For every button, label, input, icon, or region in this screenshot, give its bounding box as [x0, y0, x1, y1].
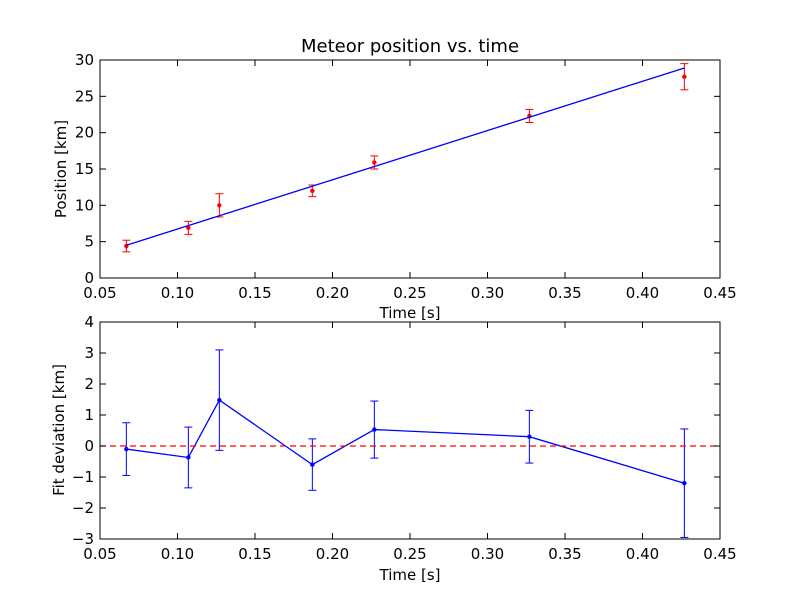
position-plot-x-label: Time [s]: [379, 304, 441, 322]
deviation-plot-y-tick-label: −3: [72, 530, 94, 548]
deviation-plot-y-label: Fit deviation [km]: [50, 364, 68, 496]
deviation-plot-frame: [99, 321, 721, 540]
position-plot-y-tick-label: 5: [84, 233, 94, 251]
chart-title: Meteor position vs. time: [301, 36, 519, 57]
deviation-plot-y-tick-label: 3: [84, 344, 94, 362]
deviation-plot-data-point: [186, 455, 191, 460]
deviation-plot-x-tick-label: 0.30: [471, 545, 504, 563]
deviation-plot-y-tick-label: −2: [72, 499, 94, 517]
position-plot-data-point: [217, 203, 222, 208]
deviation-plot: 0.05 0.10 0.15 0.20 0.25 0.30 0.35 0.40 0.45 −3 −2…: [50, 313, 737, 584]
position-plot-data-point: [682, 74, 687, 79]
position-plot-x-tick-label: 0.35: [548, 284, 581, 302]
deviation-plot-y-tick-label: 1: [84, 406, 94, 424]
deviation-plot-x-tick-label: 0.15: [238, 545, 271, 563]
position-plot-y-tick-label: 10: [75, 196, 94, 214]
position-plot-frame: [99, 59, 721, 279]
deviation-plot-y-tick-label: 2: [84, 375, 94, 393]
position-plot-y-label: Position [km]: [52, 120, 70, 218]
position-plot-y-tick-label: 30: [75, 51, 94, 69]
position-plot-ticks: 0.05 0.10 0.15 0.20 0.25 0.30 0.35 0.40 0.45 0 5 10…: [75, 51, 737, 302]
position-plot-y-tick-label: 20: [75, 124, 94, 142]
position-plot-x-tick-label: 0.05: [83, 284, 116, 302]
position-plot-x-tick-label: 0.15: [238, 284, 271, 302]
deviation-plot-y-tick-label: 0: [84, 437, 94, 455]
deviation-plot-y-tick-label: 4: [84, 313, 94, 331]
position-plot-fit-line: [126, 67, 685, 246]
deviation-plot-x-tick-label: 0.25: [393, 545, 426, 563]
position-plot-x-tick-label: 0.30: [471, 284, 504, 302]
deviation-plot-x-label: Time [s]: [379, 566, 441, 584]
deviation-plot-marks: [100, 349, 720, 538]
position-plot-data-point: [186, 225, 191, 231]
deviation-plot-x-tick-label: 0.45: [703, 545, 736, 563]
position-plot-x-tick-label: 0.20: [316, 284, 349, 302]
deviation-plot-y-tick-label: −1: [72, 468, 94, 486]
deviation-plot-x-tick-label: 0.35: [548, 545, 581, 563]
position-plot: Meteor position vs. time 0.05 0.10 0.15 0.2…: [52, 36, 737, 322]
position-plot-x-tick-label: 0.40: [626, 284, 659, 302]
position-plot-y-tick-label: 25: [75, 87, 94, 105]
position-plot-marks: [122, 63, 689, 253]
position-plot-y-tick-label: 15: [75, 160, 94, 178]
position-plot-x-tick-label: 0.10: [161, 284, 194, 302]
position-plot-y-tick-label: 0: [84, 269, 94, 287]
position-plot-data-point: [372, 160, 377, 165]
deviation-plot-data-point: [682, 481, 687, 486]
deviation-plot-ticks: 0.05 0.10 0.15 0.20 0.25 0.30 0.35 0.40 0.45 −3 −2…: [72, 313, 737, 563]
position-plot-data-point: [310, 188, 315, 193]
deviation-plot-data-point: [527, 434, 532, 439]
deviation-plot-x-tick-label: 0.05: [83, 545, 116, 563]
deviation-plot-x-tick-label: 0.10: [161, 545, 194, 563]
deviation-plot-x-tick-label: 0.20: [316, 545, 349, 563]
deviation-plot-data-point: [372, 427, 377, 432]
deviation-plot-data-point: [310, 462, 315, 467]
deviation-plot-data-point: [124, 446, 129, 452]
deviation-plot-x-tick-label: 0.40: [626, 545, 659, 563]
position-plot-x-tick-label: 0.45: [703, 284, 736, 302]
deviation-plot-data-point: [217, 397, 222, 403]
position-plot-x-tick-label: 0.25: [393, 284, 426, 302]
